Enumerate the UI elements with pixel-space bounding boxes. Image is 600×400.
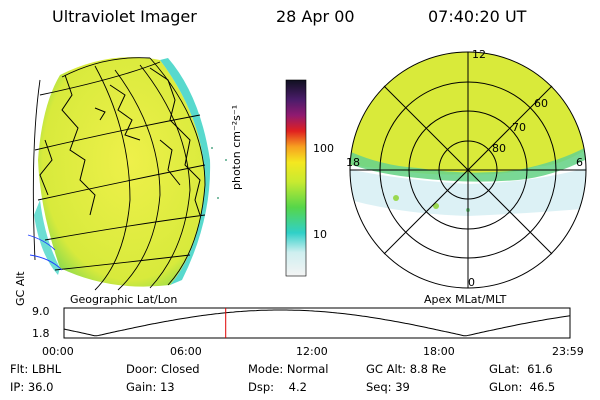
apex-caption: Apex MLat/MLT [424, 293, 507, 306]
mlat-ring-80: 80 [492, 142, 506, 155]
time-tick-2359: 23:59 [552, 345, 584, 358]
altitude-axis-label: GC Alt [14, 271, 27, 306]
alt-tick-9: 9.0 [32, 305, 50, 318]
glon-status: GLon: 46.5 [489, 380, 556, 394]
gc-alt-status: GC Alt: 8.8 Re [366, 362, 447, 376]
door-status: Door: Closed [126, 362, 200, 376]
geographic-caption: Geographic Lat/Lon [70, 293, 178, 306]
filter-status: Flt: LBHL [10, 362, 62, 376]
time-tick-0600: 06:00 [170, 345, 202, 358]
mode-status: Mode: Normal [248, 362, 329, 376]
mlt-label-0: 0 [468, 276, 475, 289]
time-label: 07:40:20 UT [428, 7, 527, 26]
time-tick-0000: 00:00 [42, 345, 74, 358]
colorbar-unit-label: photon cm⁻²s⁻¹ [230, 104, 243, 190]
polar-plot [349, 51, 587, 289]
glat-status: GLat: 61.6 [489, 362, 553, 376]
time-tick-1200: 12:00 [296, 345, 328, 358]
alt-tick-1-8: 1.8 [32, 327, 50, 340]
mlt-label-18: 18 [346, 156, 360, 169]
seq-status: Seq: 39 [366, 380, 410, 394]
time-tick-1800: 18:00 [423, 345, 455, 358]
mlat-ring-70: 70 [512, 121, 526, 134]
colorbar-tick-100: 100 [313, 142, 334, 155]
colorbar [285, 79, 307, 277]
date-label: 28 Apr 00 [276, 7, 355, 26]
dsp-status: Dsp: 4.2 [248, 380, 307, 394]
mlt-label-6: 6 [576, 156, 583, 169]
altitude-curve [63, 309, 571, 337]
mlt-label-12: 12 [472, 48, 486, 61]
altitude-plot [63, 307, 571, 339]
colorbar-tick-10: 10 [313, 228, 327, 241]
mlat-ring-60: 60 [534, 97, 548, 110]
instrument-title: Ultraviolet Imager [52, 7, 197, 26]
ip-status: IP: 36.0 [10, 380, 54, 394]
gain-status: Gain: 13 [126, 380, 175, 394]
